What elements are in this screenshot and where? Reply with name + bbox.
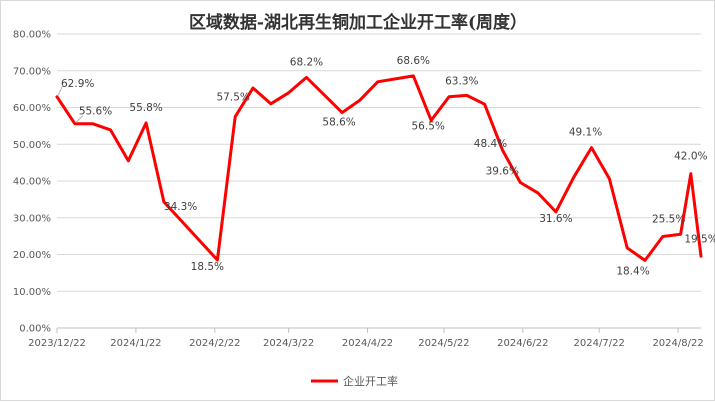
y-tick-label: 10.00% [13,287,51,298]
data-label: 49.1% [569,127,602,139]
y-tick-label: 70.00% [13,66,51,77]
x-tick-label: 2024/2/22 [189,338,240,349]
data-label: 48.4% [474,138,507,150]
data-label: 68.6% [397,55,430,67]
legend: 企业开工率 [311,374,398,388]
data-label: 31.6% [539,213,572,225]
data-label: 58.6% [322,117,355,129]
data-label: 62.9% [61,78,94,90]
series-line [55,74,703,262]
series-layer [55,74,703,262]
axis-layer: 0.00% 10.00% 20.00% 30.00% 40.00% 50.00% 60.00… [13,30,704,350]
x-tick-label: 2024/5/22 [418,338,469,349]
x-tick-label: 2024/7/22 [574,338,625,349]
y-tick-label: 30.00% [13,213,51,224]
data-label: 63.3% [445,75,478,87]
data-label: 34.3% [164,201,197,213]
x-tick-label: 2024/6/22 [497,338,548,349]
y-tick-label: 50.00% [13,140,51,151]
y-tick-label: 40.00% [13,177,51,188]
data-label: 18.4% [616,265,649,277]
grid-layer [57,33,701,292]
label-leader [75,115,84,123]
data-label: 19.5% [684,233,715,245]
x-tick-label: 2024/8/22 [652,338,703,349]
data-label: 68.2% [290,56,323,68]
data-label: 57.5% [217,92,250,104]
legend-label: 企业开工率 [343,374,398,388]
data-label: 25.5% [652,213,685,225]
y-tick-label: 80.00% [13,30,51,41]
x-tick-label: 2023/12/22 [28,338,86,349]
chart-title: 区域数据-湖北再生铜加工企业开工率(周度） [189,12,527,33]
data-label: 55.8% [129,102,162,114]
x-tick-label: 2024/1/22 [110,338,161,349]
x-tick-label: 2024/3/22 [263,338,314,349]
x-tick-label: 2024/4/22 [342,338,393,349]
data-label-layer: 62.9% 55.6% 55.8% 34.3% 18.5% 57.5% 68.2% 58.6%… [57,55,715,277]
y-tick-label: 60.00% [13,103,51,114]
data-label: 56.5% [412,120,445,132]
y-tick-label: 20.00% [13,250,51,261]
data-label: 55.6% [79,106,112,118]
y-tick-label: 0.00% [19,324,51,335]
data-label: 18.5% [191,261,224,273]
data-label: 39.6% [486,165,519,177]
data-label: 42.0% [674,151,707,163]
label-leader [57,84,64,97]
